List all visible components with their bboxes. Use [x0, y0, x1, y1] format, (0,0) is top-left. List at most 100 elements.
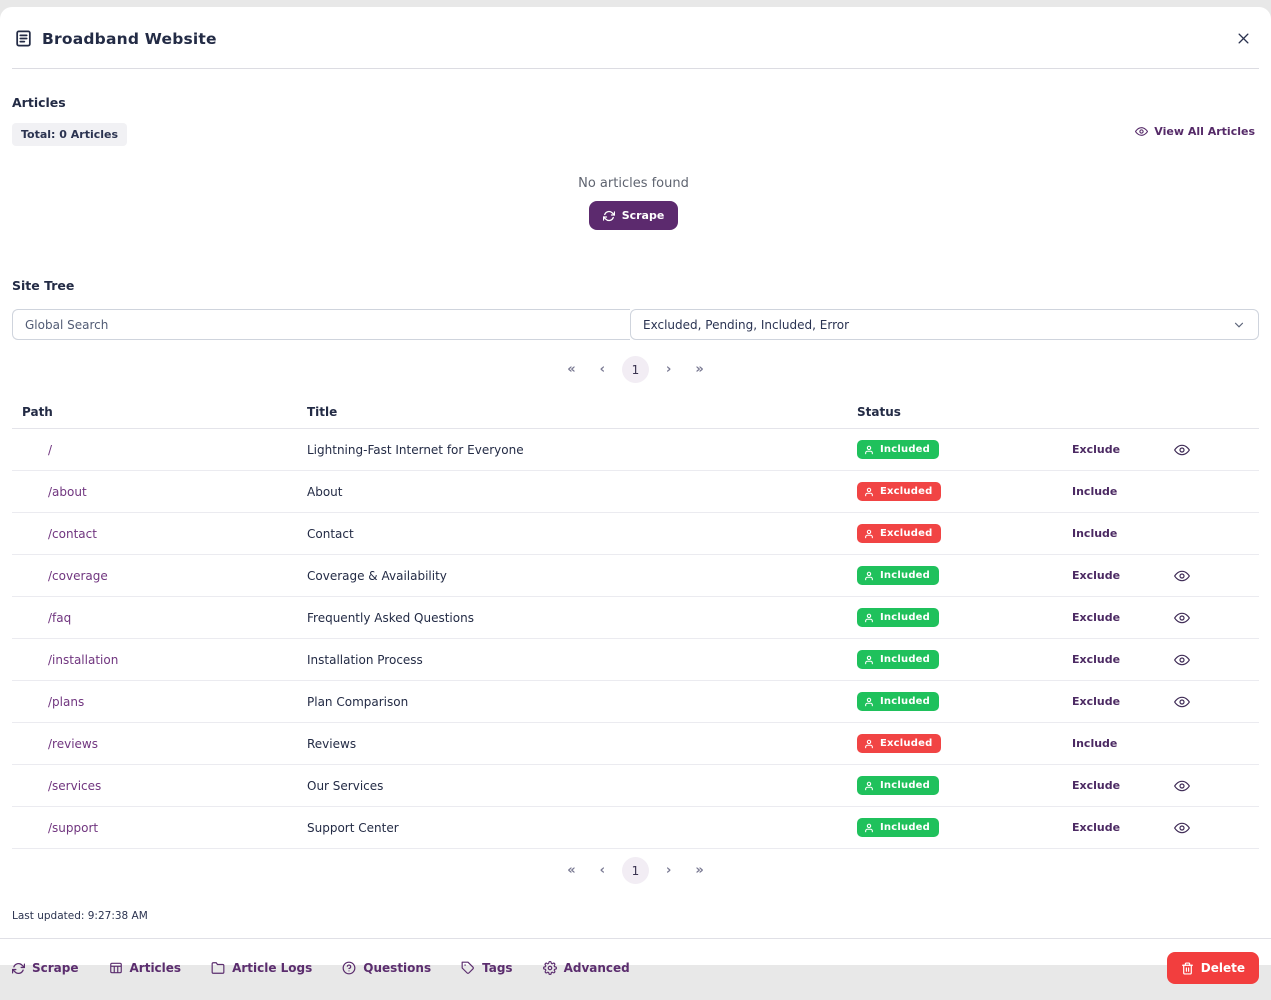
status-badge-label: Excluded [880, 486, 933, 498]
path-link[interactable]: / [48, 442, 53, 457]
path-link[interactable]: /about [48, 484, 87, 499]
column-header-status: Status [857, 404, 901, 419]
path-link[interactable]: /plans [48, 694, 85, 709]
status-badge-label: Excluded [880, 528, 933, 540]
prev-page-button[interactable]: ‹ [593, 358, 612, 381]
footer-tab-label: Questions [363, 961, 432, 975]
footer-tab-advanced[interactable]: Advanced [542, 961, 630, 975]
footer-tab-scrape[interactable]: Scrape [12, 961, 79, 975]
status-badge: Included [857, 818, 940, 838]
delete-button[interactable]: Delete [1166, 952, 1259, 984]
next-page-button[interactable]: › [659, 358, 678, 381]
footer-tab-label: Tags [482, 961, 513, 975]
person-icon [864, 823, 874, 833]
site-tree-section-title: Site Tree [12, 278, 75, 293]
footer-tab-label: Article Logs [232, 961, 313, 975]
view-all-articles-button[interactable]: View All Articles [1135, 125, 1255, 138]
scrape-button[interactable]: Scrape [588, 201, 679, 230]
next-page-button[interactable]: › [659, 859, 678, 882]
total-articles-badge: Total: 0 Articles [12, 123, 128, 146]
eye-icon [1174, 694, 1190, 710]
view-page-button[interactable] [1172, 650, 1192, 670]
eye-icon [1174, 820, 1190, 836]
footer-tab-questions[interactable]: Questions [342, 961, 431, 975]
path-link[interactable]: /coverage [48, 568, 108, 583]
gear-icon [542, 961, 557, 975]
page-title-cell: Plan Comparison [307, 694, 409, 709]
toggle-include-link[interactable]: Exclude [1072, 695, 1121, 708]
eye-icon [1174, 778, 1190, 794]
status-filter-select[interactable]: Excluded, Pending, Included, Error [630, 309, 1259, 340]
footer-tab-article-logs[interactable]: Article Logs [211, 961, 312, 975]
path-link[interactable]: /installation [48, 652, 119, 667]
last-page-button[interactable]: » [688, 358, 710, 381]
table-icon [109, 961, 123, 975]
last-page-button[interactable]: » [688, 859, 710, 882]
close-icon [1236, 31, 1251, 46]
footer-tab-articles[interactable]: Articles [109, 961, 182, 975]
first-page-button[interactable]: « [560, 358, 582, 381]
status-badge: Included [857, 692, 940, 712]
document-icon [14, 29, 33, 48]
status-badge-label: Included [880, 696, 931, 708]
column-header-title: Title [307, 404, 338, 419]
page-title-cell: About [307, 484, 343, 499]
table-row: /services Our Services Included Exclude [12, 765, 1259, 807]
view-page-button[interactable] [1172, 440, 1192, 460]
path-link[interactable]: /faq [48, 610, 72, 625]
path-link[interactable]: /contact [48, 526, 97, 541]
toggle-include-link[interactable]: Exclude [1072, 569, 1121, 582]
person-icon [864, 655, 874, 665]
path-link[interactable]: /reviews [48, 736, 98, 751]
page-title-cell: Contact [307, 526, 354, 541]
toggle-include-link[interactable]: Exclude [1072, 779, 1121, 792]
toggle-include-link[interactable]: Exclude [1072, 821, 1121, 834]
view-page-button[interactable] [1172, 566, 1192, 586]
table-row: /coverage Coverage & Availability Includ… [12, 555, 1259, 597]
status-badge: Excluded [857, 734, 942, 754]
view-all-articles-label: View All Articles [1154, 125, 1255, 138]
current-page-button[interactable]: 1 [622, 356, 649, 383]
question-circle-icon [342, 961, 356, 975]
toggle-include-link[interactable]: Include [1072, 527, 1118, 540]
person-icon [864, 571, 874, 581]
toggle-include-link[interactable]: Include [1072, 737, 1118, 750]
global-search-input[interactable] [12, 309, 630, 340]
status-badge: Included [857, 650, 940, 670]
view-page-button[interactable] [1172, 608, 1192, 628]
prev-page-button[interactable]: ‹ [593, 859, 612, 882]
table-row: /reviews Reviews Excluded Include [12, 723, 1259, 765]
page-title-cell: Our Services [307, 778, 384, 793]
footer-tab-tags[interactable]: Tags [461, 961, 513, 975]
table-row: / Lightning-Fast Internet for Everyone I… [12, 429, 1259, 471]
status-filter-value: Excluded, Pending, Included, Error [643, 317, 850, 332]
eye-icon [1174, 442, 1190, 458]
status-badge-label: Included [880, 654, 931, 666]
broadband-website-panel: Broadband Website Articles Total: 0 Arti… [0, 7, 1271, 984]
table-row: /faq Frequently Asked Questions Included… [12, 597, 1259, 639]
first-page-button[interactable]: « [560, 859, 582, 882]
table-header-row: Path Title Status [12, 395, 1259, 429]
path-link[interactable]: /support [48, 820, 99, 835]
person-icon [864, 739, 874, 749]
toggle-include-link[interactable]: Include [1072, 485, 1118, 498]
toggle-include-link[interactable]: Exclude [1072, 653, 1121, 666]
status-badge-label: Included [880, 822, 931, 834]
toggle-include-link[interactable]: Exclude [1072, 611, 1121, 624]
view-page-button[interactable] [1172, 692, 1192, 712]
current-page-button[interactable]: 1 [622, 857, 649, 884]
view-page-button[interactable] [1172, 776, 1192, 796]
person-icon [864, 613, 874, 623]
path-link[interactable]: /services [48, 778, 102, 793]
eye-icon [1135, 125, 1149, 138]
close-button[interactable] [1232, 27, 1255, 50]
site-tree-table: Path Title Status / Lightning-Fast Inter… [0, 395, 1271, 849]
last-updated-text: Last updated: 9:27:38 AM [12, 910, 148, 922]
footer-tab-label: Scrape [32, 961, 79, 975]
page-title-cell: Frequently Asked Questions [307, 610, 474, 625]
refresh-icon [602, 210, 615, 222]
footer-tab-label: Articles [129, 961, 182, 975]
trash-icon [1181, 961, 1194, 975]
toggle-include-link[interactable]: Exclude [1072, 443, 1121, 456]
view-page-button[interactable] [1172, 818, 1192, 838]
